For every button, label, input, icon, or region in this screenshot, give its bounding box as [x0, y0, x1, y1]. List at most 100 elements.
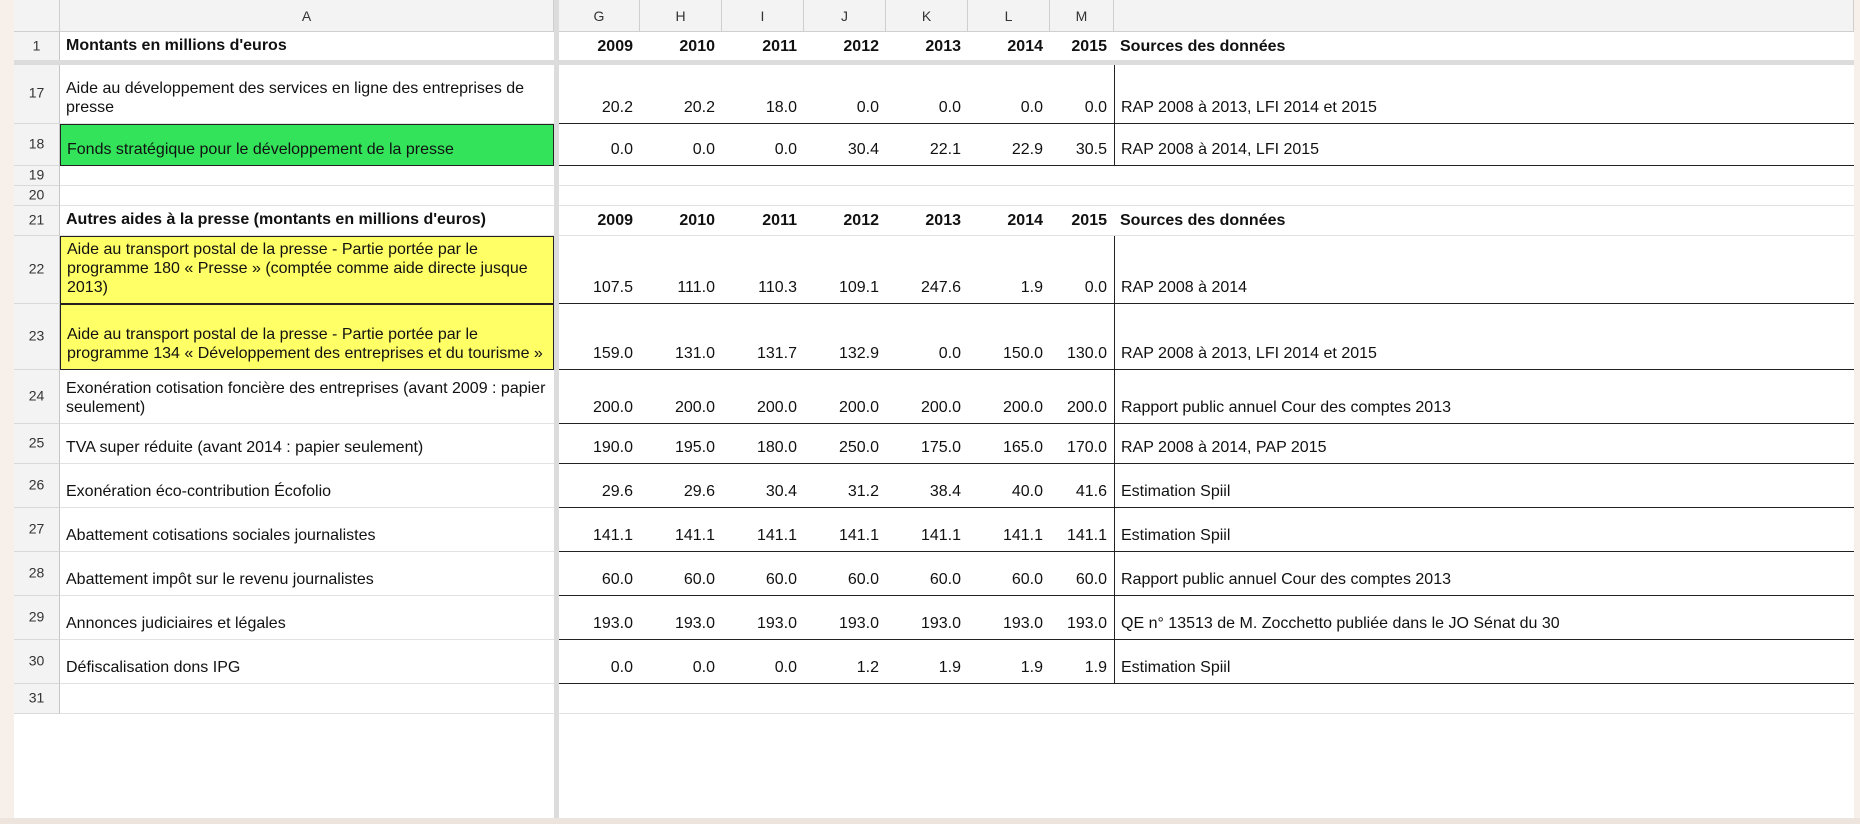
cell-value[interactable]: 193.0: [886, 596, 968, 640]
cell-value[interactable]: 0.0: [640, 124, 722, 166]
cell-value[interactable]: 0.0: [1050, 65, 1114, 124]
cell-value[interactable]: [722, 186, 804, 206]
cell-value[interactable]: 0.0: [722, 640, 804, 684]
column-header-a[interactable]: A: [60, 0, 554, 32]
cell-value[interactable]: 150.0: [968, 304, 1050, 370]
cell-value[interactable]: [559, 186, 640, 206]
cell-value[interactable]: 141.1: [968, 508, 1050, 552]
row-number[interactable]: 26: [14, 464, 60, 508]
cell-value[interactable]: 1.9: [968, 640, 1050, 684]
cell-value[interactable]: [886, 166, 968, 186]
cell-value[interactable]: [1050, 684, 1114, 714]
cell-value[interactable]: 0.0: [968, 65, 1050, 124]
row-number[interactable]: 24: [14, 370, 60, 424]
cell-value[interactable]: 141.1: [1050, 508, 1114, 552]
row-number[interactable]: 23: [14, 304, 60, 370]
cell-value[interactable]: [640, 186, 722, 206]
cell-value[interactable]: 18.0: [722, 65, 804, 124]
frozen-column-divider[interactable]: [554, 0, 559, 818]
cell-value[interactable]: 132.9: [804, 304, 886, 370]
cell-source[interactable]: RAP 2008 à 2014: [1114, 236, 1854, 304]
cell-value[interactable]: 60.0: [559, 552, 640, 596]
cell-label[interactable]: Autres aides à la presse (montants en mi…: [60, 206, 554, 236]
cell-value[interactable]: 200.0: [886, 370, 968, 424]
cell-value[interactable]: 0.0: [640, 640, 722, 684]
cell-value[interactable]: 31.2: [804, 464, 886, 508]
row-number[interactable]: 22: [14, 236, 60, 304]
cell-source[interactable]: Sources des données: [1114, 206, 1854, 236]
cell-source[interactable]: [1114, 186, 1854, 206]
cell-value[interactable]: 110.3: [722, 236, 804, 304]
cell-value[interactable]: 190.0: [559, 424, 640, 464]
cell-value[interactable]: 2011: [722, 206, 804, 236]
cell-value[interactable]: 0.0: [559, 640, 640, 684]
cell-value[interactable]: [1050, 186, 1114, 206]
cell-value[interactable]: 193.0: [1050, 596, 1114, 640]
cell-value[interactable]: 170.0: [1050, 424, 1114, 464]
cell-value[interactable]: 1.9: [1050, 640, 1114, 684]
cell-label[interactable]: Aide au transport postal de la presse - …: [60, 236, 554, 304]
column-header-l[interactable]: L: [968, 0, 1050, 32]
cell-value[interactable]: 0.0: [804, 65, 886, 124]
cell-value[interactable]: 131.7: [722, 304, 804, 370]
cell-source[interactable]: Sources des données: [1114, 32, 1854, 62]
cell-label[interactable]: Abattement cotisations sociales journali…: [60, 508, 554, 552]
cell-value[interactable]: 200.0: [640, 370, 722, 424]
cell-source[interactable]: Estimation Spiil: [1114, 640, 1854, 684]
cell-value[interactable]: 180.0: [722, 424, 804, 464]
cell-value[interactable]: 200.0: [722, 370, 804, 424]
cell-value[interactable]: 20.2: [640, 65, 722, 124]
cell-source[interactable]: QE n° 13513 de M. Zocchetto publiée dans…: [1114, 596, 1854, 640]
cell-value[interactable]: 200.0: [1050, 370, 1114, 424]
cell-value[interactable]: [722, 166, 804, 186]
cell-value[interactable]: 60.0: [640, 552, 722, 596]
cell-source[interactable]: RAP 2008 à 2014, PAP 2015: [1114, 424, 1854, 464]
cell-value[interactable]: 60.0: [1050, 552, 1114, 596]
row-number[interactable]: 27: [14, 508, 60, 552]
cell-value[interactable]: 195.0: [640, 424, 722, 464]
cell-source[interactable]: Rapport public annuel Cour des comptes 2…: [1114, 370, 1854, 424]
row-number[interactable]: 31: [14, 684, 60, 714]
cell-value[interactable]: [804, 166, 886, 186]
cell-value[interactable]: 130.0: [1050, 304, 1114, 370]
row-number[interactable]: 30: [14, 640, 60, 684]
cell-value[interactable]: 0.0: [886, 304, 968, 370]
cell-value[interactable]: 193.0: [722, 596, 804, 640]
cell-value[interactable]: 2014: [968, 206, 1050, 236]
frozen-row-divider[interactable]: [14, 60, 1854, 65]
cell-source[interactable]: Estimation Spiil: [1114, 464, 1854, 508]
cell-value[interactable]: 247.6: [886, 236, 968, 304]
cell-value[interactable]: 1.2: [804, 640, 886, 684]
cell-value[interactable]: 111.0: [640, 236, 722, 304]
cell-value[interactable]: [559, 684, 640, 714]
cell-value[interactable]: 193.0: [559, 596, 640, 640]
cell-value[interactable]: [559, 166, 640, 186]
cell-value[interactable]: 30.4: [722, 464, 804, 508]
row-number[interactable]: 17: [14, 65, 60, 124]
cell-value[interactable]: 2015: [1050, 32, 1114, 62]
cell-value[interactable]: 193.0: [968, 596, 1050, 640]
row-number[interactable]: 21: [14, 206, 60, 236]
cell-value[interactable]: [968, 186, 1050, 206]
cell-label[interactable]: Exonération cotisation foncière des entr…: [60, 370, 554, 424]
cell-label[interactable]: Aide au transport postal de la presse - …: [60, 304, 554, 370]
cell-value[interactable]: [640, 684, 722, 714]
row-number[interactable]: 19: [14, 166, 60, 186]
cell-label[interactable]: Abattement impôt sur le revenu journalis…: [60, 552, 554, 596]
column-header-h[interactable]: H: [640, 0, 722, 32]
row-number[interactable]: 29: [14, 596, 60, 640]
cell-value[interactable]: [722, 684, 804, 714]
column-header-j[interactable]: J: [804, 0, 886, 32]
cell-value[interactable]: 30.5: [1050, 124, 1114, 166]
cell-value[interactable]: 2014: [968, 32, 1050, 62]
cell-value[interactable]: 29.6: [640, 464, 722, 508]
cell-source[interactable]: RAP 2008 à 2013, LFI 2014 et 2015: [1114, 304, 1854, 370]
cell-value[interactable]: 29.6: [559, 464, 640, 508]
column-header-k[interactable]: K: [886, 0, 968, 32]
cell-value[interactable]: 141.1: [559, 508, 640, 552]
cell-value[interactable]: 141.1: [804, 508, 886, 552]
row-number[interactable]: 25: [14, 424, 60, 464]
cell-value[interactable]: 38.4: [886, 464, 968, 508]
cell-value[interactable]: 131.0: [640, 304, 722, 370]
cell-source[interactable]: Estimation Spiil: [1114, 508, 1854, 552]
